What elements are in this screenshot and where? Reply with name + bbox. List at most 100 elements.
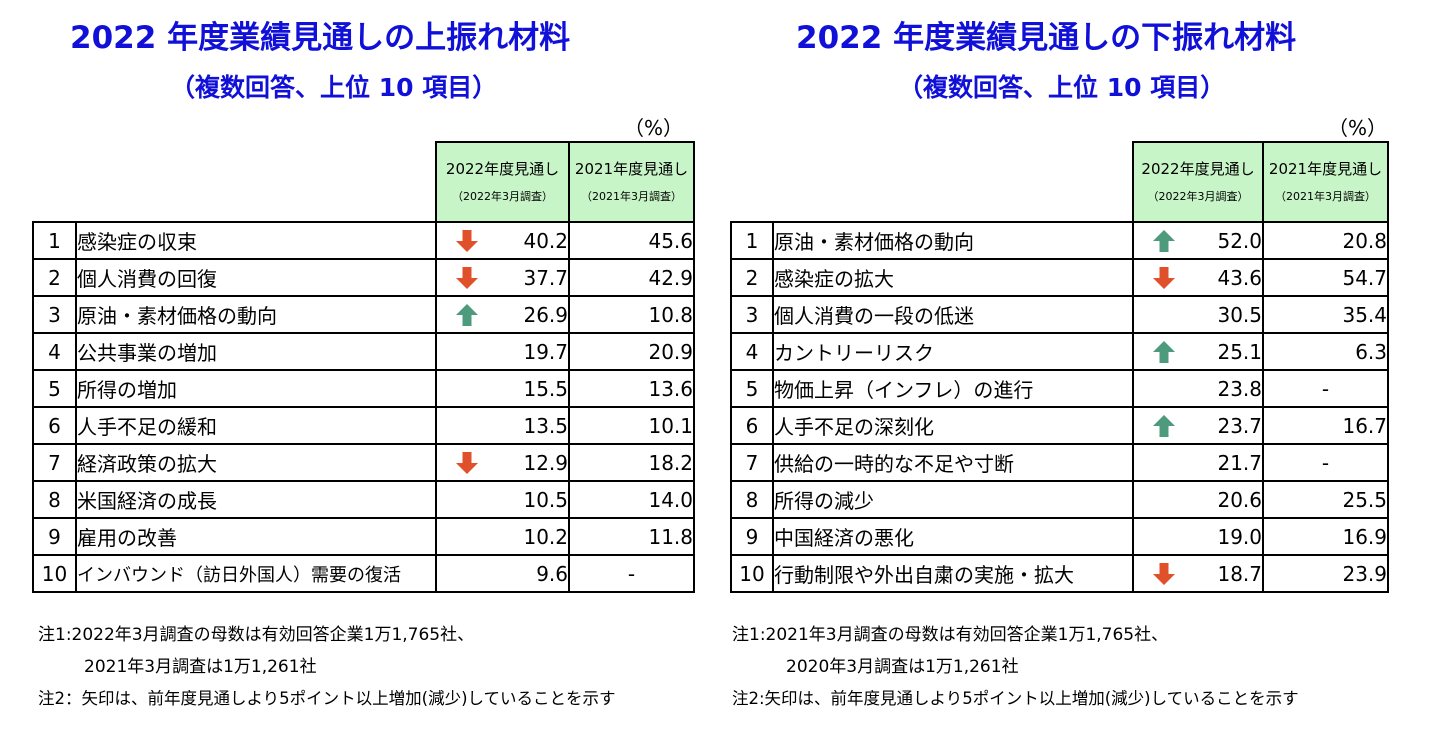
- note-1: 注1:2021年3月調査の母数は有効回答企業1万1,765社、: [732, 625, 1169, 645]
- item-cell: 人手不足の緩和: [75, 406, 437, 445]
- value-2021-cell: 10.1: [568, 406, 695, 445]
- item-cell: 米国経済の成長: [75, 480, 437, 519]
- value-2022: 52.0: [1217, 228, 1262, 253]
- rank-cell: 2: [32, 258, 77, 297]
- value-2022: 10.5: [523, 487, 568, 512]
- item-cell: 感染症の収束: [75, 221, 437, 260]
- rank-cell: 7: [730, 443, 774, 482]
- header-blank-cell: [33, 142, 76, 223]
- table-row: 10 インバウンド（訪日外国人）需要の復活 9.6-: [32, 554, 695, 593]
- rank-cell: 10: [32, 554, 77, 593]
- up-arrow-icon: [1153, 415, 1175, 437]
- item-cell: 個人消費の回復: [75, 258, 437, 297]
- header-blank-cell: [731, 142, 773, 223]
- item-cell: 原油・素材価格の動向: [772, 221, 1134, 260]
- table-row: 6 人手不足の深刻化 23.7 16.7: [730, 406, 1389, 445]
- table-row: 1 感染症の収束 40.2 45.6: [32, 221, 695, 260]
- value-2022: 21.7: [1217, 450, 1262, 475]
- note-2: 注2:矢印は、前年度見通しより5ポイント以上増加(減少)していることを示す: [732, 689, 1299, 708]
- rank-cell: 8: [32, 480, 77, 519]
- table-row: 7 供給の一時的な不足や寸断 21.7-: [730, 443, 1389, 482]
- rank-cell: 9: [730, 517, 774, 556]
- table-row: 5 物価上昇（インフレ）の進行 23.8-: [730, 369, 1389, 408]
- value-2022-cell: 19.7: [435, 332, 570, 371]
- rank-cell: 9: [32, 517, 77, 556]
- page-subtitle: （複数回答、上位 10 項目）: [898, 73, 1226, 102]
- item-cell: 人手不足の深刻化: [772, 406, 1134, 445]
- page-title: 2022 年度業績見通しの上振れ材料: [70, 20, 571, 56]
- value-2022-cell: 10.5: [435, 480, 570, 519]
- value-2022: 13.5: [523, 413, 568, 438]
- table-row: 3 個人消費の一段の低迷 30.5 35.4: [730, 295, 1389, 334]
- down-arrow-icon: [1153, 267, 1175, 289]
- down-arrow-icon: [1153, 563, 1175, 585]
- header-2021-survey: （2021年3月調査）: [581, 190, 682, 203]
- rank-cell: 1: [32, 221, 77, 260]
- header-2022-forecast: 2022年度見通し （2022年3月調査）: [1132, 141, 1264, 223]
- table-row: 8 米国経済の成長 10.5 14.0: [32, 480, 695, 519]
- rank-cell: 4: [730, 332, 774, 371]
- rank-cell: 6: [32, 406, 77, 445]
- table-header-row: 2022年度見通し （2022年3月調査） 2021年度見通し （2021年3月…: [731, 141, 1389, 223]
- down-arrow-icon: [456, 267, 478, 289]
- down-arrow-icon: [456, 230, 478, 252]
- upside-factors-panel: 2022 年度業績見通しの上振れ材料 （複数回答、上位 10 項目） （%） 2…: [0, 0, 700, 732]
- item-cell: 原油・素材価格の動向: [75, 295, 437, 334]
- value-2022-cell: 13.5: [435, 406, 570, 445]
- rank-cell: 3: [730, 295, 774, 334]
- table-row: 6 人手不足の緩和 13.5 10.1: [32, 406, 695, 445]
- unit-label: （%）: [624, 116, 684, 140]
- value-2022: 43.6: [1217, 265, 1262, 290]
- note-1-continued: 2020年3月調査は1万1,261社: [786, 657, 1019, 677]
- table-header-row: 2022年度見通し （2022年3月調査） 2021年度見通し （2021年3月…: [33, 141, 695, 223]
- value-2022-cell: 15.5: [435, 369, 570, 408]
- value-2022: 40.2: [523, 228, 568, 253]
- rank-cell: 3: [32, 295, 77, 334]
- value-2022: 15.5: [523, 376, 568, 401]
- value-2021-cell: -: [1262, 443, 1389, 482]
- value-2022-cell: 19.0: [1132, 517, 1264, 556]
- value-2022: 19.0: [1217, 524, 1262, 549]
- item-cell: 行動制限や外出自粛の実施・拡大: [772, 554, 1134, 593]
- value-2022: 37.7: [523, 265, 568, 290]
- item-cell: 所得の増加: [75, 369, 437, 408]
- table-row: 4 カントリーリスク 25.1 6.3: [730, 332, 1389, 371]
- value-2021-cell: -: [568, 554, 695, 593]
- item-cell: 個人消費の一段の低迷: [772, 295, 1134, 334]
- value-2022: 25.1: [1217, 339, 1262, 364]
- item-cell: 中国経済の悪化: [772, 517, 1134, 556]
- value-2022-cell: 40.2: [435, 221, 570, 260]
- value-2021-cell: 23.9: [1262, 554, 1389, 593]
- header-2021-forecast: 2021年度見通し （2021年3月調査）: [1262, 141, 1389, 223]
- header-blank-cell: [773, 142, 1133, 223]
- value-2022-cell: 10.2: [435, 517, 570, 556]
- value-2022-cell: 9.6: [435, 554, 570, 593]
- upside-factors-table: 2022年度見通し （2022年3月調査） 2021年度見通し （2021年3月…: [32, 141, 695, 593]
- table-row: 1 原油・素材価格の動向 52.0 20.8: [730, 221, 1389, 260]
- header-2022-label: 2022年度見通し: [1141, 160, 1255, 178]
- value-2021-cell: 25.5: [1262, 480, 1389, 519]
- table-row: 9 雇用の改善 10.2 11.8: [32, 517, 695, 556]
- value-2022: 23.8: [1217, 376, 1262, 401]
- item-cell: 雇用の改善: [75, 517, 437, 556]
- value-2022-cell: 52.0: [1132, 221, 1264, 260]
- header-blank-cell: [76, 142, 436, 223]
- item-cell: 経済政策の拡大: [75, 443, 437, 482]
- value-2022: 26.9: [523, 302, 568, 327]
- value-2021-cell: 13.6: [568, 369, 695, 408]
- value-2022: 12.9: [523, 450, 568, 475]
- value-2021-cell: 35.4: [1262, 295, 1389, 334]
- value-2021-cell: 42.9: [568, 258, 695, 297]
- value-2022-cell: 20.6: [1132, 480, 1264, 519]
- value-2021-cell: 54.7: [1262, 258, 1389, 297]
- header-2021-label: 2021年度見通し: [1268, 160, 1383, 178]
- value-2022-cell: 23.7: [1132, 406, 1264, 445]
- header-2022-label: 2022年度見通し: [445, 160, 560, 178]
- up-arrow-icon: [1153, 230, 1175, 252]
- header-2021-label: 2021年度見通し: [574, 160, 689, 178]
- note-1: 注1:2022年3月調査の母数は有効回答企業1万1,765社、: [38, 625, 475, 645]
- value-2022: 23.7: [1217, 413, 1262, 438]
- item-cell: 公共事業の増加: [75, 332, 437, 371]
- rank-cell: 2: [730, 258, 774, 297]
- rank-cell: 5: [730, 369, 774, 408]
